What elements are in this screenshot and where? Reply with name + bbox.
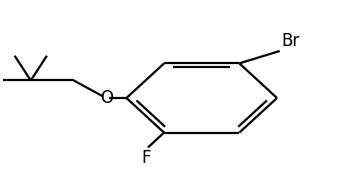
- Text: F: F: [141, 149, 151, 167]
- Text: Br: Br: [281, 32, 300, 50]
- Text: O: O: [100, 89, 113, 107]
